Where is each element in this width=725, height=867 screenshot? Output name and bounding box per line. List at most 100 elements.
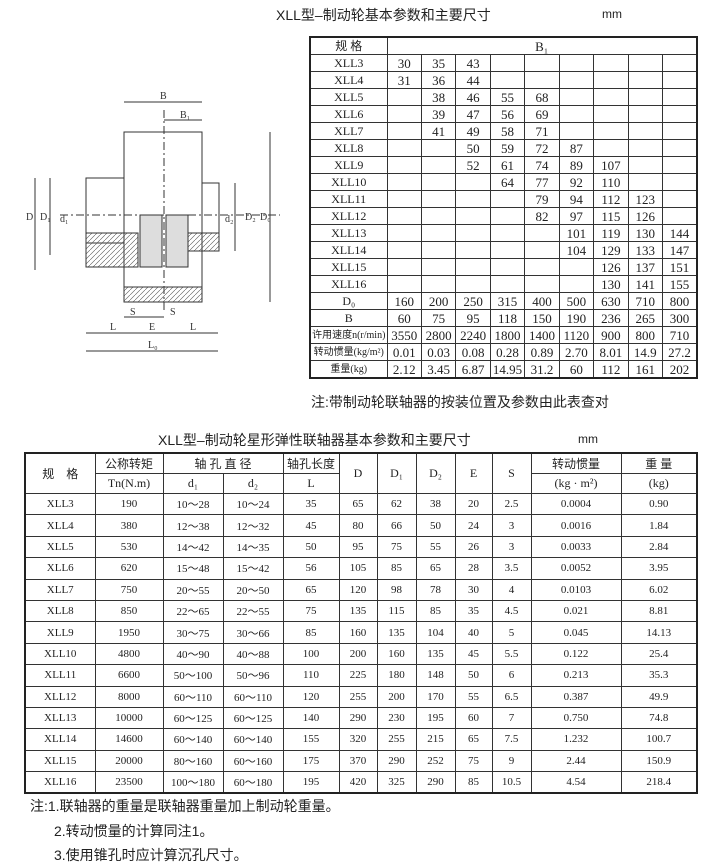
D1-cell: 290 xyxy=(376,749,417,773)
header-D2: D₂ xyxy=(415,452,456,494)
label-B1: B₁ xyxy=(180,110,190,121)
spec-cell: XLL8 xyxy=(24,599,96,623)
b1-cell: 72 xyxy=(524,139,560,157)
table-row: XLL7 750 20～55 20～50 65 120 98 78 30 4 0.0103 6.02 xyxy=(24,578,698,601)
param-value: 800 xyxy=(627,326,664,344)
b1-cell xyxy=(593,71,629,89)
weight-cell: 2.84 xyxy=(620,535,698,559)
param-value: 1120 xyxy=(558,326,595,344)
top-table-title: XLL型–制动轮基本参数和主要尺寸 xyxy=(276,7,491,23)
S-cell: 7.5 xyxy=(491,728,532,751)
header-torque-unit: Tn(N.m) xyxy=(94,473,164,494)
b1-cell xyxy=(524,224,560,242)
E-cell: 60 xyxy=(454,706,493,730)
b1-cell xyxy=(386,258,422,276)
b1-cell xyxy=(627,139,664,157)
param-value: 1400 xyxy=(524,326,560,344)
label-D1: D₁ xyxy=(40,212,51,223)
header-torque: 公称转矩 xyxy=(94,452,164,474)
bore-d2-cell: 22～55 xyxy=(222,599,284,623)
b1-cell xyxy=(386,122,422,140)
D2-cell: 170 xyxy=(415,685,456,708)
param-value: 14.9 xyxy=(627,343,664,361)
param-value: 60 xyxy=(386,309,422,327)
E-cell: 35 xyxy=(454,599,493,623)
weight-cell: 100.7 xyxy=(620,728,698,751)
bore-d2-cell: 14～35 xyxy=(222,535,284,559)
table-row: XLL12 82 97 115 126 xyxy=(309,207,698,225)
top-table-unit: mm xyxy=(602,7,622,21)
param-value: 75 xyxy=(420,309,457,327)
b1-cell xyxy=(662,139,698,157)
b1-cell: 137 xyxy=(627,258,664,276)
b1-cell xyxy=(455,190,491,208)
param-value: 202 xyxy=(662,360,698,379)
table-row: XLL9 1950 30～75 30～66 85 160 135 104 40 5 0.045 14.… xyxy=(24,621,698,644)
param-label: 许用速度n(r/min) xyxy=(309,326,388,344)
table-row: XLL14 104 129 133 147 xyxy=(309,241,698,259)
b1-cell xyxy=(627,122,664,140)
b1-cell: 97 xyxy=(558,207,595,225)
header-S: S xyxy=(491,452,532,494)
bore-d1-cell: 60～125 xyxy=(162,706,224,730)
D-cell: 200 xyxy=(338,642,378,666)
inertia-cell: 0.0033 xyxy=(530,535,622,559)
b1-cell xyxy=(524,275,560,293)
header-inertia-unit: (kg · m²) xyxy=(530,473,622,494)
header-b1: B₁ xyxy=(386,36,698,55)
header-D: D xyxy=(338,452,378,494)
bore-length-cell: 75 xyxy=(282,599,340,623)
b1-cell: 58 xyxy=(489,122,526,140)
inertia-cell: 0.0004 xyxy=(530,492,622,516)
table-row: XLL10 64 77 92 110 xyxy=(309,173,698,191)
table-row: XLL7 41 49 58 71 xyxy=(309,122,698,140)
torque-cell: 1950 xyxy=(94,621,164,644)
bore-d2-cell: 60～110 xyxy=(222,685,284,708)
label-L0: L₀ xyxy=(148,340,158,351)
bore-length-cell: 175 xyxy=(282,749,340,773)
spec-cell: XLL14 xyxy=(309,241,388,259)
table-row: XLL15 20000 80～160 60～160 175 370 290 252 75 9 2.4… xyxy=(24,749,698,773)
inertia-cell: 0.0016 xyxy=(530,514,622,537)
table-row: XLL11 6600 50～100 50～96 110 225 180 148 50 6 0.213… xyxy=(24,664,698,687)
b1-cell: 89 xyxy=(558,156,595,174)
param-value: 300 xyxy=(662,309,698,327)
param-value: 0.03 xyxy=(420,343,457,361)
b1-cell: 52 xyxy=(455,156,491,174)
torque-cell: 8000 xyxy=(94,685,164,708)
param-value: 500 xyxy=(558,292,595,310)
spec-cell: XLL16 xyxy=(309,275,388,293)
bore-d2-cell: 40～88 xyxy=(222,642,284,666)
b1-cell xyxy=(455,224,491,242)
spec-cell: XLL4 xyxy=(309,71,388,89)
b1-cell xyxy=(662,207,698,225)
b1-cell: 59 xyxy=(489,139,526,157)
D2-cell: 215 xyxy=(415,728,456,751)
bore-d1-cell: 30～75 xyxy=(162,621,224,644)
b1-cell xyxy=(386,241,422,259)
b1-cell xyxy=(386,173,422,191)
weight-cell: 3.95 xyxy=(620,557,698,580)
D-cell: 225 xyxy=(338,664,378,687)
param-value: 315 xyxy=(489,292,526,310)
label-D: D xyxy=(26,212,33,223)
param-value: 118 xyxy=(489,309,526,327)
D-cell: 95 xyxy=(338,535,378,559)
S-cell: 5 xyxy=(491,621,532,644)
param-value: 200 xyxy=(420,292,457,310)
b1-cell xyxy=(558,88,595,106)
inertia-cell: 2.44 xyxy=(530,749,622,773)
E-cell: 40 xyxy=(454,621,493,644)
b1-cell xyxy=(386,139,422,157)
b1-cell xyxy=(489,54,526,72)
b1-cell: 55 xyxy=(489,88,526,106)
b1-cell xyxy=(489,71,526,89)
bore-length-cell: 155 xyxy=(282,728,340,751)
table-row: XLL12 8000 60～110 60～110 120 255 200 170 55 6.5 0.… xyxy=(24,685,698,708)
S-cell: 6 xyxy=(491,664,532,687)
bore-d1-cell: 60～140 xyxy=(162,728,224,751)
spec-cell: XLL8 xyxy=(309,139,388,157)
D1-cell: 75 xyxy=(376,535,417,559)
header-E: E xyxy=(454,452,493,494)
inertia-cell: 0.750 xyxy=(530,706,622,730)
